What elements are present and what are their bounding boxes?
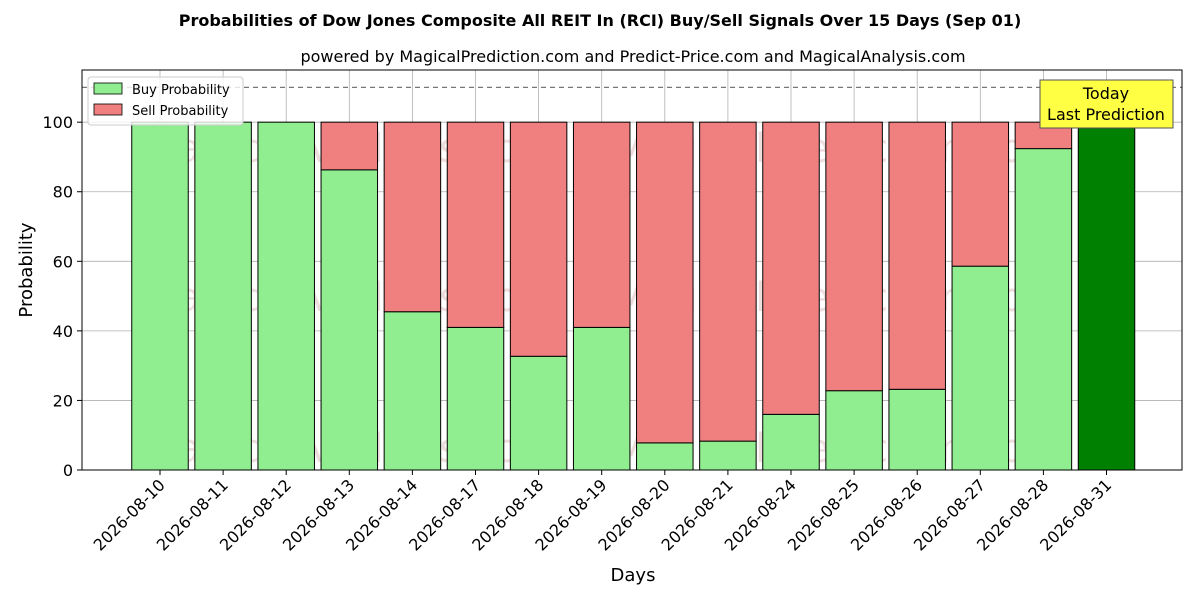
sell-bar: [572, 121, 631, 328]
sell-bar: [320, 121, 379, 171]
y-tick-label: 80: [53, 183, 73, 202]
legend: Buy Probability Sell Probability: [87, 76, 244, 126]
bars: [131, 121, 1136, 471]
buy-bar: [572, 326, 631, 471]
sell-bar: [825, 121, 883, 392]
buy-bar: [636, 442, 694, 471]
sell-bar: [951, 121, 1010, 267]
chart-subtitle: powered by MagicalPrediction.com and Pre…: [300, 47, 965, 66]
buy-bar: [1014, 148, 1073, 471]
sell-bar: [888, 121, 946, 390]
buy-bar: [509, 355, 568, 471]
legend-box: [87, 76, 244, 126]
sell-bar: [509, 121, 568, 357]
legend-label-buy: Buy Probability: [132, 83, 230, 98]
buy-bar: [383, 311, 442, 471]
buy-bar: [699, 440, 757, 471]
sell-bar: [636, 121, 694, 444]
sell-bar: [762, 121, 820, 415]
today-annotation-box: [1039, 79, 1174, 129]
today-annotation-line1: Today: [1082, 84, 1129, 103]
buy-bar: [888, 388, 946, 471]
y-tick-label: 100: [42, 113, 73, 132]
chart-title: Probabilities of Dow Jones Composite All…: [179, 11, 1022, 30]
sell-bar: [383, 121, 442, 313]
buy-bar: [257, 121, 315, 471]
legend-label-sell: Sell Probability: [132, 104, 229, 119]
today-annotation: Today Last Prediction: [1039, 79, 1174, 129]
buy-bar: [1077, 121, 1136, 471]
y-tick-label: 60: [53, 252, 73, 271]
y-axis-label: Probability: [16, 222, 37, 317]
buy-bar: [951, 265, 1010, 471]
y-tick-label: 40: [53, 322, 73, 341]
buy-bar: [825, 390, 883, 471]
today-annotation-line2: Last Prediction: [1047, 105, 1165, 124]
plot-area-frame: [81, 69, 1183, 471]
x-axis-label: Days: [611, 565, 656, 586]
buy-bar: [194, 121, 252, 471]
legend-swatch-sell: [93, 103, 123, 116]
buy-bar: [762, 413, 820, 471]
sell-bar: [699, 121, 757, 442]
y-tick-label: 0: [63, 461, 73, 480]
sell-bar: [446, 121, 505, 328]
buy-bar: [446, 326, 505, 471]
y-axis: 0 20 40 60 80 100: [42, 113, 82, 480]
y-tick-label: 20: [53, 391, 73, 410]
buy-bar: [131, 121, 189, 471]
buy-bar: [320, 169, 379, 471]
legend-swatch-buy: [93, 82, 123, 95]
x-axis: 2026-08-102026-08-112026-08-122026-08-13…: [90, 470, 1115, 555]
